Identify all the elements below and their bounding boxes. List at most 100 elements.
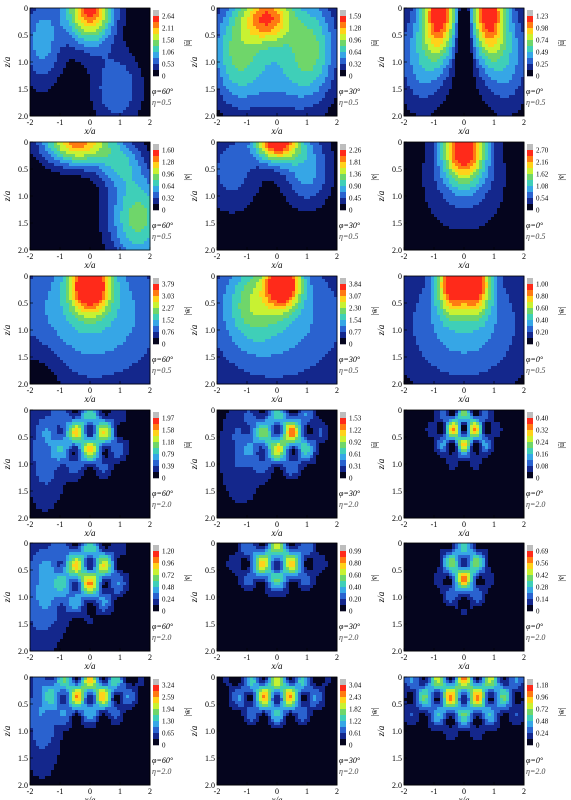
contour-cell bbox=[301, 44, 305, 48]
contour-cell bbox=[419, 47, 423, 51]
contour-cell bbox=[141, 23, 145, 27]
contour-cell bbox=[108, 32, 112, 36]
contour-cell bbox=[280, 95, 284, 99]
contour-cell bbox=[30, 29, 34, 33]
contour-cell bbox=[434, 86, 438, 90]
contour-cell bbox=[220, 74, 224, 78]
contour-cell bbox=[96, 110, 100, 114]
colorbar-swatch bbox=[527, 10, 533, 17]
contour-cell bbox=[331, 92, 335, 96]
contour-cell bbox=[509, 17, 513, 21]
contour-cell bbox=[482, 59, 486, 63]
contour-cell bbox=[461, 23, 465, 27]
contour-cell bbox=[494, 14, 498, 18]
contour-cell bbox=[446, 14, 450, 18]
contour-cell bbox=[461, 101, 465, 105]
contour-cell bbox=[114, 44, 118, 48]
contour-cell bbox=[96, 101, 100, 105]
contour-cell bbox=[117, 44, 121, 48]
contour-cell bbox=[244, 41, 248, 45]
contour-cell bbox=[482, 68, 486, 72]
contour-cell bbox=[99, 95, 103, 99]
contour-cell bbox=[446, 35, 450, 39]
contour-cell bbox=[416, 98, 420, 102]
contour-cell bbox=[416, 44, 420, 48]
contour-cell bbox=[232, 110, 236, 114]
contour-cell bbox=[36, 172, 40, 176]
y-axis-label: z/a bbox=[376, 56, 386, 68]
contour-cell bbox=[42, 83, 46, 87]
contour-cell bbox=[30, 62, 34, 66]
contour-cell bbox=[105, 35, 109, 39]
contour-cell bbox=[422, 59, 426, 63]
contour-cell bbox=[434, 56, 438, 60]
contour-cell bbox=[518, 50, 522, 54]
contour-cell bbox=[75, 65, 79, 69]
contour-cell bbox=[488, 20, 492, 24]
contour-cell bbox=[42, 196, 46, 200]
contour-cell bbox=[425, 92, 429, 96]
contour-cell bbox=[57, 226, 61, 230]
contour-cell bbox=[316, 47, 320, 51]
contour-cell bbox=[256, 80, 260, 84]
contour-cell bbox=[51, 62, 55, 66]
contour-cell bbox=[271, 56, 275, 60]
contour-cell bbox=[241, 92, 245, 96]
contour-cell bbox=[416, 11, 420, 15]
contour-cell bbox=[307, 20, 311, 24]
contour-cell bbox=[310, 20, 314, 24]
contour-cell bbox=[220, 83, 224, 87]
contour-cell bbox=[30, 229, 34, 233]
contour-cell bbox=[271, 44, 275, 48]
contour-cell bbox=[54, 238, 58, 242]
contour-cell bbox=[238, 17, 242, 21]
contour-cell bbox=[289, 8, 293, 12]
contour-cell bbox=[280, 104, 284, 108]
contour-cell bbox=[72, 17, 76, 21]
contour-cell bbox=[57, 20, 61, 24]
contour-cell bbox=[99, 110, 103, 114]
contour-cell bbox=[108, 65, 112, 69]
contour-cell bbox=[99, 89, 103, 93]
contour-cell bbox=[322, 8, 326, 12]
contour-cell bbox=[488, 104, 492, 108]
contour-cell bbox=[268, 41, 272, 45]
contour-cell bbox=[506, 98, 510, 102]
contour-cell bbox=[253, 47, 257, 51]
contour-cell bbox=[491, 29, 495, 33]
contour-cell bbox=[132, 29, 136, 33]
contour-cell bbox=[247, 14, 251, 18]
contour-cell bbox=[431, 86, 435, 90]
contour-cell bbox=[289, 38, 293, 42]
contour-cell bbox=[75, 47, 79, 51]
contour-cell bbox=[256, 44, 260, 48]
contour-cell bbox=[259, 8, 263, 12]
contour-cell bbox=[488, 53, 492, 57]
contour-cell bbox=[416, 71, 420, 75]
contour-cell bbox=[117, 20, 121, 24]
contour-cell bbox=[310, 92, 314, 96]
contour-cell bbox=[500, 107, 504, 111]
contour-cell bbox=[241, 29, 245, 33]
contour-cell bbox=[36, 199, 40, 203]
contour-cell bbox=[39, 223, 43, 227]
contour-cell bbox=[232, 86, 236, 90]
contour-cell bbox=[54, 184, 58, 188]
contour-cell bbox=[443, 95, 447, 99]
contour-cell bbox=[482, 50, 486, 54]
contour-cell bbox=[307, 47, 311, 51]
contour-cell bbox=[90, 65, 94, 69]
contour-cell bbox=[274, 80, 278, 84]
contour-cell bbox=[458, 20, 462, 24]
contour-cell bbox=[108, 23, 112, 27]
contour-cell bbox=[132, 59, 136, 63]
contour-cell bbox=[277, 77, 281, 81]
contour-cell bbox=[512, 26, 516, 30]
colorbar-swatch bbox=[340, 28, 346, 35]
contour-cell bbox=[283, 92, 287, 96]
contour-cell bbox=[39, 62, 43, 66]
contour-cell bbox=[81, 23, 85, 27]
contour-cell bbox=[461, 107, 465, 111]
contour-cell bbox=[250, 89, 254, 93]
contour-cell bbox=[84, 98, 88, 102]
